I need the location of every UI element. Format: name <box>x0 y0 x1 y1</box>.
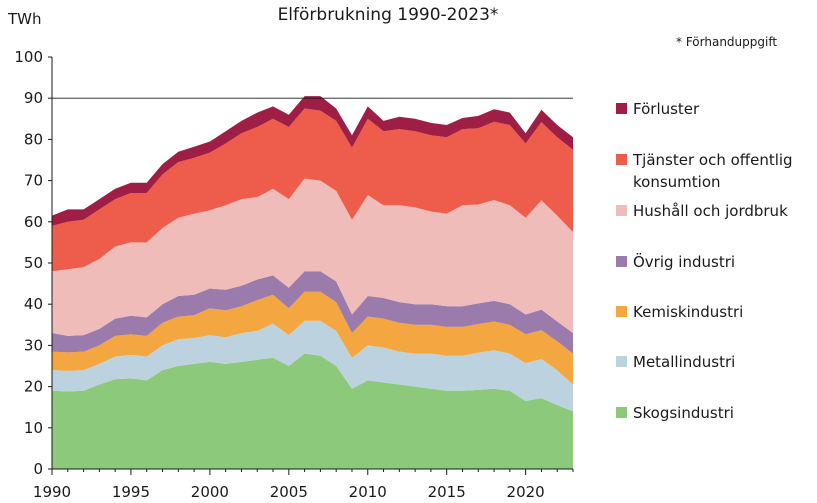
y-tick-label-0: 0 <box>33 460 43 478</box>
area-series-skogsindustri <box>52 353 573 469</box>
y-tick-label-40: 40 <box>24 295 43 313</box>
legend-label-tjänster-och-offentlig-konsumtion: Tjänster och offentlig konsumtion <box>632 151 793 191</box>
area-series-metallindustri <box>52 320 573 412</box>
legend-label-metallindustri: Metallindustri <box>633 353 735 371</box>
y-axis-label: TWh <box>7 10 42 28</box>
y-tick-label-100: 100 <box>14 48 43 66</box>
chart-title: Elförbrukning 1990-2023* <box>278 5 499 25</box>
x-tick-label-2000: 2000 <box>191 483 229 501</box>
legend-swatch-tjänster-och-offentlig-konsumtion <box>616 154 627 165</box>
legend-swatch-övrig-industri <box>616 256 627 267</box>
legend-label-övrig-industri: Övrig industri <box>633 252 735 271</box>
legend-label-skogsindustri: Skogsindustri <box>633 404 734 422</box>
legend-swatch-metallindustri <box>616 356 627 367</box>
legend-swatch-skogsindustri <box>616 407 627 418</box>
y-tick-label-10: 10 <box>24 419 43 437</box>
area-series-hushåll-och-jordbruk <box>52 178 573 336</box>
legend: Förluster Tjänster och offentlig konsumtio… <box>616 100 793 422</box>
x-tick-label-2015: 2015 <box>428 483 466 501</box>
y-tick-label-60: 60 <box>24 213 43 231</box>
legend-label-förluster: Förluster <box>633 100 700 118</box>
area-series-tjänster-och-offentlig-konsumtion <box>52 108 573 272</box>
area-series-övrig-industri <box>52 271 573 354</box>
x-tick-label-2010: 2010 <box>349 483 387 501</box>
area-series-kemiskindustri <box>52 291 573 385</box>
area-series-förluster <box>52 96 573 226</box>
footnote: * Förhanduppgift <box>676 35 777 49</box>
y-tick-label-50: 50 <box>24 254 43 272</box>
legend-label-kemiskindustri: Kemiskindustri <box>633 303 743 321</box>
y-tick-label-90: 90 <box>24 89 43 107</box>
x-tick-label-1995: 1995 <box>112 483 150 501</box>
y-tick-label-70: 70 <box>24 172 43 190</box>
y-tick-label-20: 20 <box>24 378 43 396</box>
x-tick-label-1990: 1990 <box>33 483 71 501</box>
x-tick-label-2020: 2020 <box>507 483 545 501</box>
y-tick-label-30: 30 <box>24 336 43 354</box>
legend-swatch-hushåll-och-jordbruk <box>616 205 627 216</box>
legend-swatch-kemiskindustri <box>616 306 627 317</box>
legend-label-hushåll-och-jordbruk: Hushåll och jordbruk <box>633 202 788 220</box>
x-tick-label-2005: 2005 <box>270 483 308 501</box>
legend-swatch-förluster <box>616 103 627 114</box>
y-tick-label-80: 80 <box>24 130 43 148</box>
